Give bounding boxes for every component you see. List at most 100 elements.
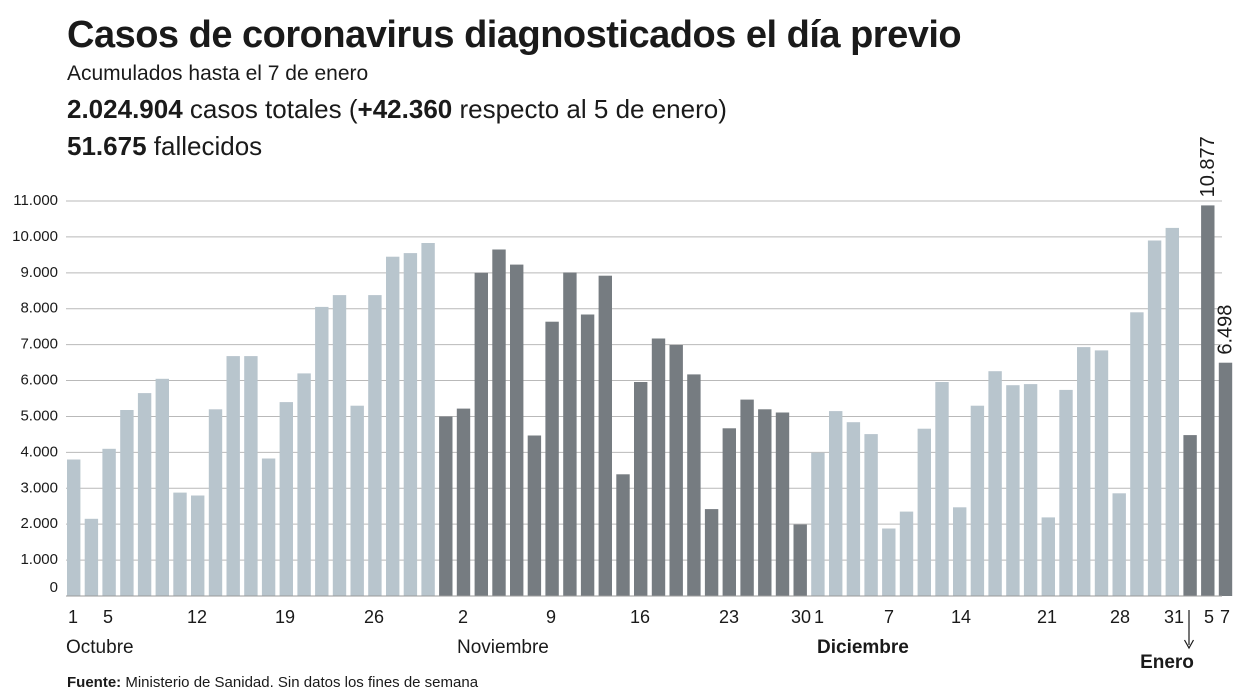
bar-octubre [403,253,418,596]
chart-subtitle: Acumulados hasta el 7 de enero [67,62,369,85]
bar-octubre [261,458,276,596]
enero-arrow-icon [1183,639,1195,650]
bar-diciembre [1112,493,1126,596]
bar-diciembre [1130,312,1144,596]
bar-octubre [386,256,400,596]
bar-octubre [368,295,382,596]
y-tick-label: 2.000 [20,515,58,532]
bar-noviembre [775,412,790,596]
bar-diciembre [1077,347,1091,596]
bar-noviembre [598,275,612,596]
bar-noviembre [563,272,577,596]
bar-octubre [297,373,311,596]
bar-diciembre [899,511,914,596]
bar-noviembre [704,509,719,596]
bar-octubre [315,306,329,596]
data-labels: 10.877 6.498 [1197,136,1237,354]
bar-enero [1201,205,1215,596]
bar-octubre [421,243,435,596]
y-tick-label: 8.000 [20,300,58,317]
bar-noviembre [687,374,701,596]
total-cases-text: casos totales ( [182,94,358,124]
bar-noviembre [758,409,772,596]
bar-diciembre [1041,517,1055,596]
month-label-diciembre: Diciembre [817,637,909,658]
bar-noviembre [580,314,595,596]
x-tick-label: 2 [458,607,468,627]
bar-octubre [208,409,223,596]
source-note: Fuente: Ministerio de Sanidad. Sin datos… [67,674,478,691]
bar-octubre [84,518,99,596]
x-tick-label: 23 [719,607,739,627]
source-label: Fuente: [67,674,122,691]
x-tick-label: 30 [791,607,811,627]
y-tick-label: 11.000 [13,192,58,209]
bar-diciembre [953,507,967,596]
bar-noviembre [616,474,630,596]
bar-octubre [155,378,169,597]
x-tick-label: 7 [1220,607,1230,627]
x-tick-label: 1 [814,607,824,627]
deaths-line: 51.675 fallecidos [67,131,262,162]
bar-diciembre [829,411,843,596]
bar-octubre [350,405,364,596]
bar-noviembre [439,416,453,596]
bar-octubre [244,356,258,596]
y-tick-label: 9.000 [20,264,58,281]
bar-diciembre [988,371,1002,596]
bar-enero [1218,362,1233,596]
bar-octubre [102,448,116,596]
bar-diciembre [1006,385,1020,596]
total-cases-line: 2.024.904 casos totales (+42.360 respect… [67,94,727,125]
bar-octubre [279,402,293,596]
chart-title: Casos de coronavirus diagnosticados el d… [67,14,962,56]
y-tick-label: 6.000 [20,372,58,389]
bar-octubre [120,410,134,596]
bar-octubre [67,459,81,596]
x-tick-label: 28 [1110,607,1130,627]
bar-enero [1183,435,1197,596]
x-tick-label: 21 [1037,607,1057,627]
y-tick-label: 1.000 [20,551,58,568]
bar-diciembre [1023,384,1038,596]
x-tick-label: 31 [1164,607,1184,627]
month-label-noviembre: Noviembre [457,637,549,658]
bar-octubre [137,393,152,596]
bar-diciembre [846,422,861,596]
bar-octubre [332,295,347,596]
bar-diciembre [1147,240,1162,596]
bar-diciembre [864,434,878,596]
bar-noviembre [669,345,683,596]
x-tick-label: 7 [884,607,894,627]
bar-value-label: 10.877 [1197,136,1219,197]
bar-noviembre [722,428,736,596]
month-label-enero: Enero [1140,652,1194,673]
bar-value-label: 6.498 [1215,305,1237,355]
y-axis: 0 1.000 2.000 3.000 4.000 5.000 6.000 7.000 8.00… [12,192,58,596]
y-tick-label: 4.000 [20,443,58,460]
bar-octubre [226,356,240,596]
bar-diciembre [970,405,985,596]
bar-diciembre [917,428,931,596]
increase-text: respecto al 5 de enero) [452,94,727,124]
bar-diciembre [935,382,949,596]
bar-noviembre [510,264,524,596]
deaths-text: fallecidos [146,131,263,161]
bar-diciembre [1094,350,1109,596]
bar-octubre [191,495,205,596]
x-tick-label: 12 [187,607,207,627]
bar-noviembre [527,435,542,596]
bar-noviembre [740,399,754,596]
month-label-octubre: Octubre [66,637,134,658]
x-tick-label: 5 [103,607,113,627]
bar-octubre [173,492,187,596]
increase-value: +42.360 [357,94,453,124]
x-tick-label: 9 [546,607,556,627]
y-tick-label: 3.000 [20,479,58,496]
bar-noviembre [474,272,488,596]
total-cases-value: 2.024.904 [67,94,183,124]
bar-diciembre [882,528,896,596]
y-tick-label: 7.000 [20,336,58,353]
x-tick-label: 14 [951,607,971,627]
deaths-value: 51.675 [67,131,147,161]
